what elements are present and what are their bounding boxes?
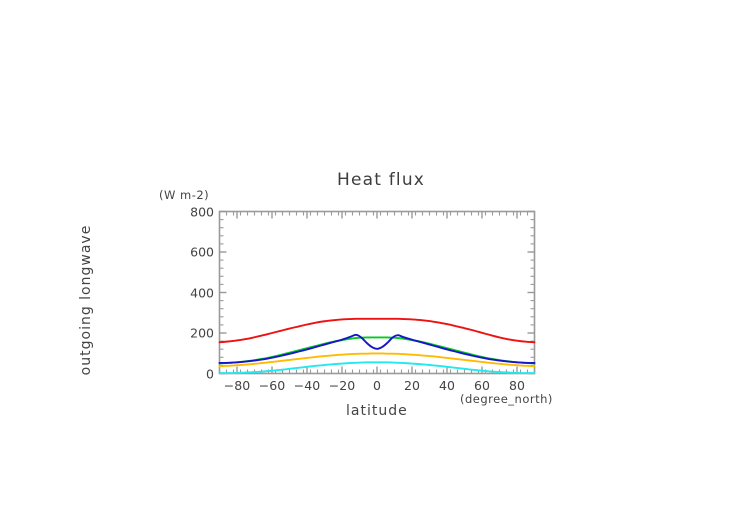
x-tick-label: −80 xyxy=(223,378,251,393)
chart-title: Heat flux xyxy=(337,170,426,190)
y-axis-unit-label: (W m-2) xyxy=(159,188,210,202)
yellow-curve xyxy=(218,352,536,368)
cyan-curve xyxy=(218,361,536,375)
x-tick-label: −40 xyxy=(293,378,321,393)
x-tick-label: 0 xyxy=(373,378,381,393)
y-tick-label: 200 xyxy=(190,325,214,341)
y-tick-label: 600 xyxy=(190,244,214,260)
x-axis-tick-labels: −80 −60 −40 −20 0 20 40 60 80 xyxy=(0,378,752,398)
y-tick-label: 400 xyxy=(190,285,214,300)
data-curves xyxy=(218,317,536,375)
y-tick-label: 0 xyxy=(206,366,214,381)
x-tick-label: 80 xyxy=(509,378,525,393)
blue-curve xyxy=(218,333,536,364)
x-tick-label: −20 xyxy=(328,378,356,393)
x-tick-label: 20 xyxy=(404,378,420,393)
y-axis-tick-labels: 0 200 400 600 800 xyxy=(170,0,214,532)
x-axis-unit-label: (degree_north) xyxy=(460,392,553,406)
y-tick-label: 800 xyxy=(190,204,214,219)
x-tick-label: 60 xyxy=(474,378,490,393)
red-curve xyxy=(218,317,536,344)
x-axis-label: latitude xyxy=(346,403,408,419)
x-tick-label: 40 xyxy=(439,378,455,393)
x-tick-label: −60 xyxy=(258,378,286,393)
